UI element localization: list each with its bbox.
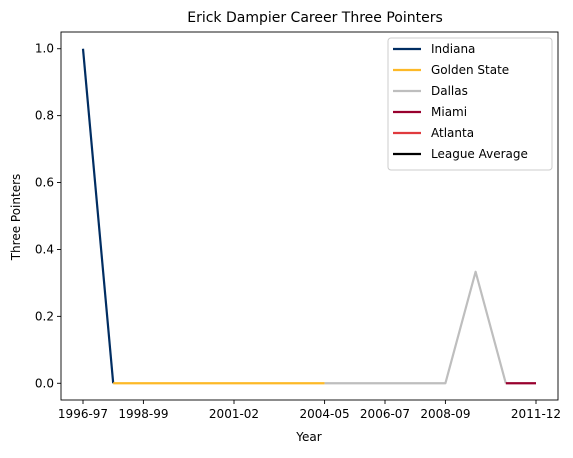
- plot-area: [81, 48, 536, 385]
- legend-label-golden-state: Golden State: [431, 63, 509, 77]
- x-tick-label: 2006-07: [360, 407, 410, 421]
- y-tick-label: 0.0: [35, 376, 54, 390]
- legend-label-atlanta: Atlanta: [431, 126, 474, 140]
- legend-label-indiana: Indiana: [431, 42, 475, 56]
- series-line-indiana: [81, 48, 115, 384]
- y-tick-label: 0.6: [35, 176, 54, 190]
- x-tick-label: 2001-02: [209, 407, 259, 421]
- x-tick-label: 2011-12: [511, 407, 561, 421]
- x-tick-label: 2004-05: [300, 407, 350, 421]
- x-tick-label: 1998-99: [118, 407, 168, 421]
- axes: 0.0 0.2 0.4 0.6 0.8 1.0 1996-97 1998-99 2001-02 2…: [35, 31, 561, 421]
- legend-label-miami: Miami: [431, 105, 467, 119]
- plot-frame: [60, 31, 559, 401]
- series-line-dallas: [324, 270, 507, 385]
- x-tick-label: 2008-09: [420, 407, 470, 421]
- legend: Indiana Golden State Dallas Miami Atlanta Lea…: [387, 37, 553, 171]
- x-axis-label: Year: [295, 430, 321, 444]
- y-axis-label: Three Pointers: [9, 174, 23, 262]
- y-tick-label: 1.0: [35, 42, 54, 56]
- y-tick-label: 0.8: [35, 109, 54, 123]
- legend-label-league-average: League Average: [431, 147, 528, 161]
- legend-box: [387, 37, 553, 171]
- legend-label-dallas: Dallas: [431, 84, 468, 98]
- y-tick-label: 0.2: [35, 309, 54, 323]
- x-tick-label: 1996-97: [58, 407, 108, 421]
- y-tick-label: 0.4: [35, 242, 54, 256]
- chart-title: Erick Dampier Career Three Pointers: [187, 10, 443, 26]
